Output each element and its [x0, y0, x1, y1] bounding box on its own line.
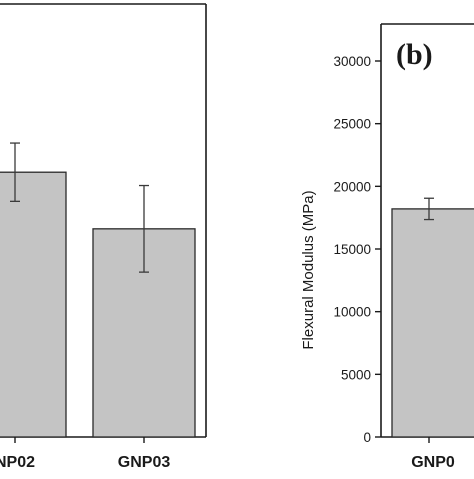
panel-a: NP02 GNP03: [0, 3, 207, 471]
panel-b-y-tick-label-4: 20000: [333, 179, 371, 194]
panel-b-y-tick-label-5: 25000: [333, 117, 371, 132]
panel-b-y-tick-label-3: 15000: [333, 242, 371, 257]
panel-b-y-tick-label-6: 30000: [333, 54, 371, 69]
panel-b-y-tick-label-1: 5000: [341, 367, 371, 382]
panel-a-x-tick-label-0: NP02: [0, 454, 35, 471]
panel-b-label: (b): [396, 38, 433, 71]
panel-b-bar-0: [391, 208, 474, 438]
panel-b: (b) Flexural Modulus (MPa) 0 5000 10000 150…: [300, 23, 474, 471]
panel-a-bar-0: [0, 171, 67, 438]
panel-b-y-tick-label-0: 0: [363, 430, 371, 445]
panel-b-y-tick-label-2: 10000: [333, 305, 371, 320]
panel-b-x-tick-label-0: GNP0: [411, 454, 455, 471]
panel-b-y-axis-label: Flexural Modulus (MPa): [300, 190, 317, 349]
panel-a-x-tick-label-1: GNP03: [118, 454, 171, 471]
